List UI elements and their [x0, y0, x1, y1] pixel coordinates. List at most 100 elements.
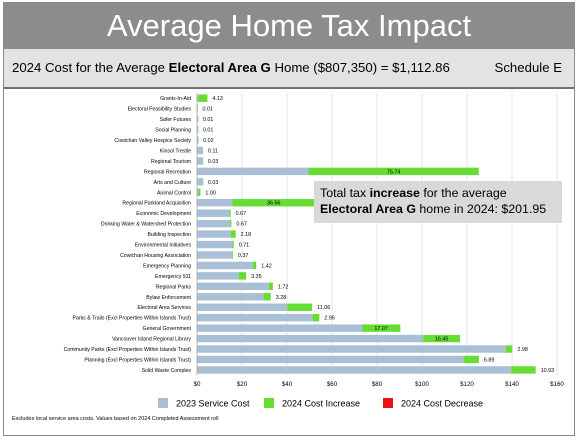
bar-service-cost [197, 345, 506, 353]
bar-service-cost [197, 334, 424, 343]
category-label: Grants-In-Aid [160, 96, 191, 102]
callout-bold-increase: increase [369, 186, 420, 200]
x-tick-label: $80 [372, 381, 383, 388]
bar-cost-increase [232, 240, 234, 249]
x-tick-label: $120 [460, 381, 474, 388]
bar-cost-increase [361, 324, 401, 332]
legend-label: 2024 Cost Increase [282, 399, 360, 409]
callout-bold-area: Electoral Area G [320, 202, 416, 216]
category-label: Cowichan Housing Association [120, 253, 191, 259]
x-tick-label: $40 [282, 381, 293, 388]
bar-service-cost [197, 313, 313, 322]
bar-service-cost [197, 261, 254, 270]
bar-service-cost [197, 178, 203, 186]
legend-swatch [264, 398, 274, 408]
bar-service-cost [197, 167, 309, 176]
category-label: Solid Waste Complex [142, 368, 192, 374]
bar-service-cost [197, 94, 199, 102]
bar-cost-increase [287, 303, 313, 311]
category-label: Environmental Initiatives [135, 243, 192, 249]
category-label: Social Planning [155, 128, 191, 134]
bar-service-cost [197, 136, 199, 144]
data-label: 0.37 [238, 253, 249, 259]
data-label: 0.67 [236, 211, 247, 217]
bar-service-cost [197, 146, 203, 155]
legend-swatch [158, 398, 168, 408]
data-label: 17.07 [374, 326, 388, 332]
bar-service-cost [197, 366, 512, 374]
bar-cost-increase [229, 219, 232, 228]
footnote: Excludes local service area costs. Value… [12, 416, 219, 422]
bar-cost-increase [312, 313, 320, 322]
bar-service-cost [197, 240, 233, 249]
x-tick-label: $100 [415, 381, 429, 388]
data-label: 0.67 [236, 222, 247, 228]
total-increase-callout: Total tax increase for the average Elect… [314, 181, 562, 223]
category-label: Bylaw Enforcement [146, 295, 191, 301]
data-label: 3.35 [251, 274, 262, 280]
x-tick-label: $0 [194, 381, 201, 388]
bar-service-cost [197, 157, 203, 165]
x-tick-label: $60 [327, 381, 338, 388]
bar-service-cost [197, 188, 199, 196]
x-tick-label: $160 [550, 381, 564, 388]
schedule-label: Schedule E [494, 60, 562, 75]
data-label: 2.18 [241, 232, 252, 238]
callout-prefix: Total tax [320, 186, 370, 200]
bar-cost-increase [423, 334, 461, 343]
data-label: 1.00 [205, 190, 216, 196]
bar-service-cost [197, 324, 362, 332]
data-label: 36.56 [267, 201, 281, 207]
bar-cost-increase [263, 293, 271, 301]
bar-cost-increase [229, 209, 231, 217]
category-label: Safer Futures [160, 117, 192, 123]
subtitle-prefix: 2024 Cost for the Average [12, 60, 169, 75]
data-label: 6.89 [484, 357, 495, 363]
bar-service-cost [197, 199, 233, 207]
bar-service-cost [197, 115, 198, 123]
data-label: 1.72 [278, 284, 289, 290]
category-label: Planning (Excl Properties Within Islands… [84, 357, 191, 363]
category-label: Kinsol Trestle [160, 148, 191, 154]
category-label: Regional Recreation [144, 169, 191, 175]
data-label: 2.98 [517, 347, 528, 353]
data-label: 1.42 [261, 263, 272, 269]
data-label: 0.01 [203, 128, 214, 134]
category-label: Regional Parks [156, 284, 192, 290]
data-label: 10.93 [541, 368, 555, 374]
category-label: Drinking Water & Watershed Protection [101, 222, 191, 228]
category-label: Economic Development [136, 211, 191, 217]
category-label: General Government [143, 326, 192, 332]
bar-service-cost [197, 251, 233, 259]
category-label: Regional Parkland Acquisition [122, 201, 191, 207]
data-label: 0.03 [208, 159, 219, 165]
category-label: Community Parks (Excl Properties Within … [64, 347, 192, 353]
bar-service-cost [197, 272, 239, 280]
legend-label: 2024 Cost Decrease [401, 399, 483, 409]
subtitle: 2024 Cost for the Average Electoral Area… [12, 60, 450, 75]
subtitle-suffix: Home ($807,350) = $1,112.86 [270, 60, 450, 75]
bar-cost-increase [269, 282, 273, 291]
bar-cost-increase [198, 94, 208, 102]
bar-service-cost [197, 282, 269, 291]
bar-cost-increase [238, 272, 247, 280]
callout-suffix: home in 2024: $201.95 [415, 202, 547, 216]
data-label: 3.28 [276, 295, 287, 301]
bar-service-cost [197, 303, 288, 311]
category-label: Emergency 911 [155, 274, 191, 280]
category-label: Parks & Trails (Excl Properties Within I… [73, 316, 192, 322]
x-tick-label: $140 [505, 381, 519, 388]
bar-cost-increase [232, 199, 315, 207]
slide-title: Average Home Tax Impact [106, 8, 472, 43]
bar-cost-increase [308, 167, 479, 176]
data-label: 16.45 [435, 337, 449, 343]
legend-swatch [383, 398, 393, 408]
category-label: Vancouver Island Regional Library [112, 337, 191, 343]
data-label: 0.01 [203, 117, 214, 123]
bar-service-cost [197, 355, 464, 364]
category-label: Arts and Culture [154, 180, 192, 186]
bar-cost-increase [463, 355, 479, 364]
data-label: 11.06 [317, 305, 330, 311]
category-label: Emergency Planning [143, 263, 191, 269]
